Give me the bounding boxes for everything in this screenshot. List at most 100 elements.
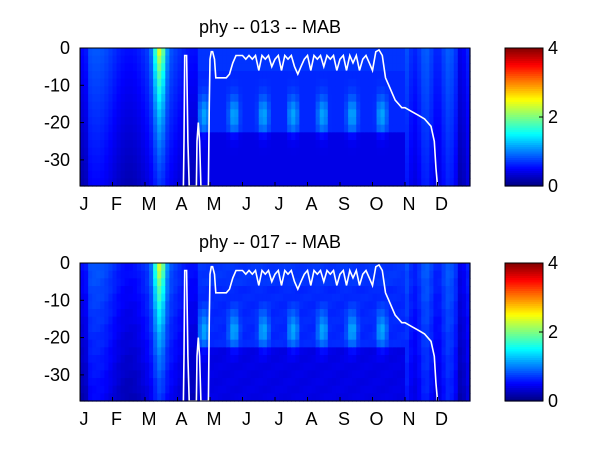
heatmap-cell: [441, 78, 447, 87]
heatmap-cell: [246, 362, 252, 371]
heatmap-cell: [453, 362, 459, 371]
heatmap-cell: [140, 163, 146, 172]
heatmap-cell: [161, 378, 166, 387]
heatmap-cell: [295, 316, 300, 325]
heatmap-cell: [210, 78, 215, 87]
heatmap-cell: [84, 362, 89, 371]
heatmap-cell: [136, 370, 142, 379]
colorbar-swatch: [505, 394, 543, 398]
heatmap-cell: [189, 155, 195, 164]
heatmap-cell: [295, 48, 300, 57]
heatmap-cell: [348, 355, 353, 364]
heatmap-cell: [80, 109, 85, 118]
heatmap-cell: [234, 55, 240, 64]
heatmap-cell: [323, 347, 329, 356]
heatmap-cell: [311, 155, 317, 164]
heatmap-cell: [185, 86, 191, 95]
heatmap-cell: [104, 117, 110, 126]
heatmap-cell: [246, 278, 252, 287]
heatmap-cell: [457, 270, 463, 279]
heatmap-cell: [283, 270, 288, 279]
colorbar-swatch: [505, 76, 543, 79]
heatmap-cell: [230, 309, 235, 318]
heatmap-cell: [222, 124, 227, 133]
heatmap-cell: [145, 78, 150, 87]
heatmap-cell: [124, 132, 130, 141]
heatmap-cell: [210, 370, 215, 379]
heatmap-cell: [173, 170, 179, 179]
heatmap-cell: [120, 278, 126, 287]
heatmap-cell: [384, 393, 390, 402]
heatmap-cell: [461, 55, 467, 64]
heatmap-cell: [161, 339, 166, 348]
heatmap-cell: [161, 316, 166, 325]
heatmap-cell: [441, 163, 447, 172]
heatmap-cell: [311, 101, 317, 110]
heatmap-cell: [283, 140, 288, 149]
heatmap-cell: [92, 86, 97, 95]
heatmap-cell: [384, 370, 390, 379]
heatmap-cell: [153, 94, 158, 103]
heatmap-cell: [275, 147, 280, 156]
heatmap-cell: [214, 117, 219, 126]
heatmap-cell: [218, 362, 223, 371]
heatmap-cell: [84, 124, 89, 133]
heatmap-cell: [157, 63, 162, 72]
heatmap-cell: [124, 78, 130, 87]
heatmap-cell: [173, 347, 179, 356]
heatmap-cell: [287, 309, 292, 318]
heatmap-cell: [413, 124, 418, 133]
heatmap-cell: [437, 101, 443, 110]
heatmap-cell: [287, 48, 292, 57]
heatmap-cell: [323, 78, 329, 87]
heatmap-cell: [368, 286, 374, 295]
heatmap-cell: [392, 178, 398, 187]
heatmap-cell: [214, 393, 219, 402]
heatmap-cell: [96, 286, 101, 295]
heatmap-cell: [437, 263, 443, 272]
heatmap-cell: [376, 286, 382, 295]
heatmap-cell: [429, 393, 435, 402]
heatmap-cell: [92, 48, 97, 57]
heatmap-cell: [92, 71, 97, 80]
heatmap-cell: [258, 178, 264, 187]
heatmap-cell: [360, 286, 365, 295]
heatmap-cell: [283, 101, 288, 110]
heatmap-cell: [299, 263, 305, 272]
heatmap-cell: [234, 347, 240, 356]
heatmap-cell: [449, 332, 455, 341]
colorbar-swatch: [505, 288, 543, 292]
heatmap-cell: [283, 124, 288, 133]
heatmap-cell: [352, 94, 357, 103]
heatmap-cell: [96, 124, 101, 133]
heatmap-cell: [165, 393, 170, 402]
heatmap-cell: [238, 170, 244, 179]
heatmap-cell: [149, 117, 154, 126]
heatmap-cell: [100, 86, 105, 95]
heatmap-cell: [360, 140, 365, 149]
heatmap-cell: [307, 309, 313, 318]
heatmap-cell: [303, 48, 309, 57]
heatmap-cell: [437, 301, 443, 310]
heatmap-cell: [210, 170, 215, 179]
heatmap-cell: [441, 178, 447, 187]
heatmap-cell: [230, 385, 235, 394]
heatmap-cell: [145, 140, 150, 149]
heatmap-cell: [417, 332, 422, 341]
heatmap-cell: [136, 48, 142, 57]
heatmap-cell: [388, 355, 394, 364]
heatmap-cell: [84, 55, 89, 64]
heatmap-cell: [340, 163, 345, 172]
heatmap-cell: [262, 78, 268, 87]
heatmap-cell: [323, 316, 329, 325]
y-tick-label: -10: [44, 290, 70, 310]
heatmap-cell: [360, 293, 365, 302]
heatmap-cell: [165, 86, 170, 95]
heatmap-cell: [218, 324, 223, 333]
heatmap-cell: [193, 332, 199, 341]
heatmap-cell: [441, 316, 447, 325]
heatmap-cell: [275, 278, 280, 287]
heatmap-cell: [222, 86, 227, 95]
heatmap-cell: [218, 355, 223, 364]
heatmap-cell: [226, 147, 231, 156]
